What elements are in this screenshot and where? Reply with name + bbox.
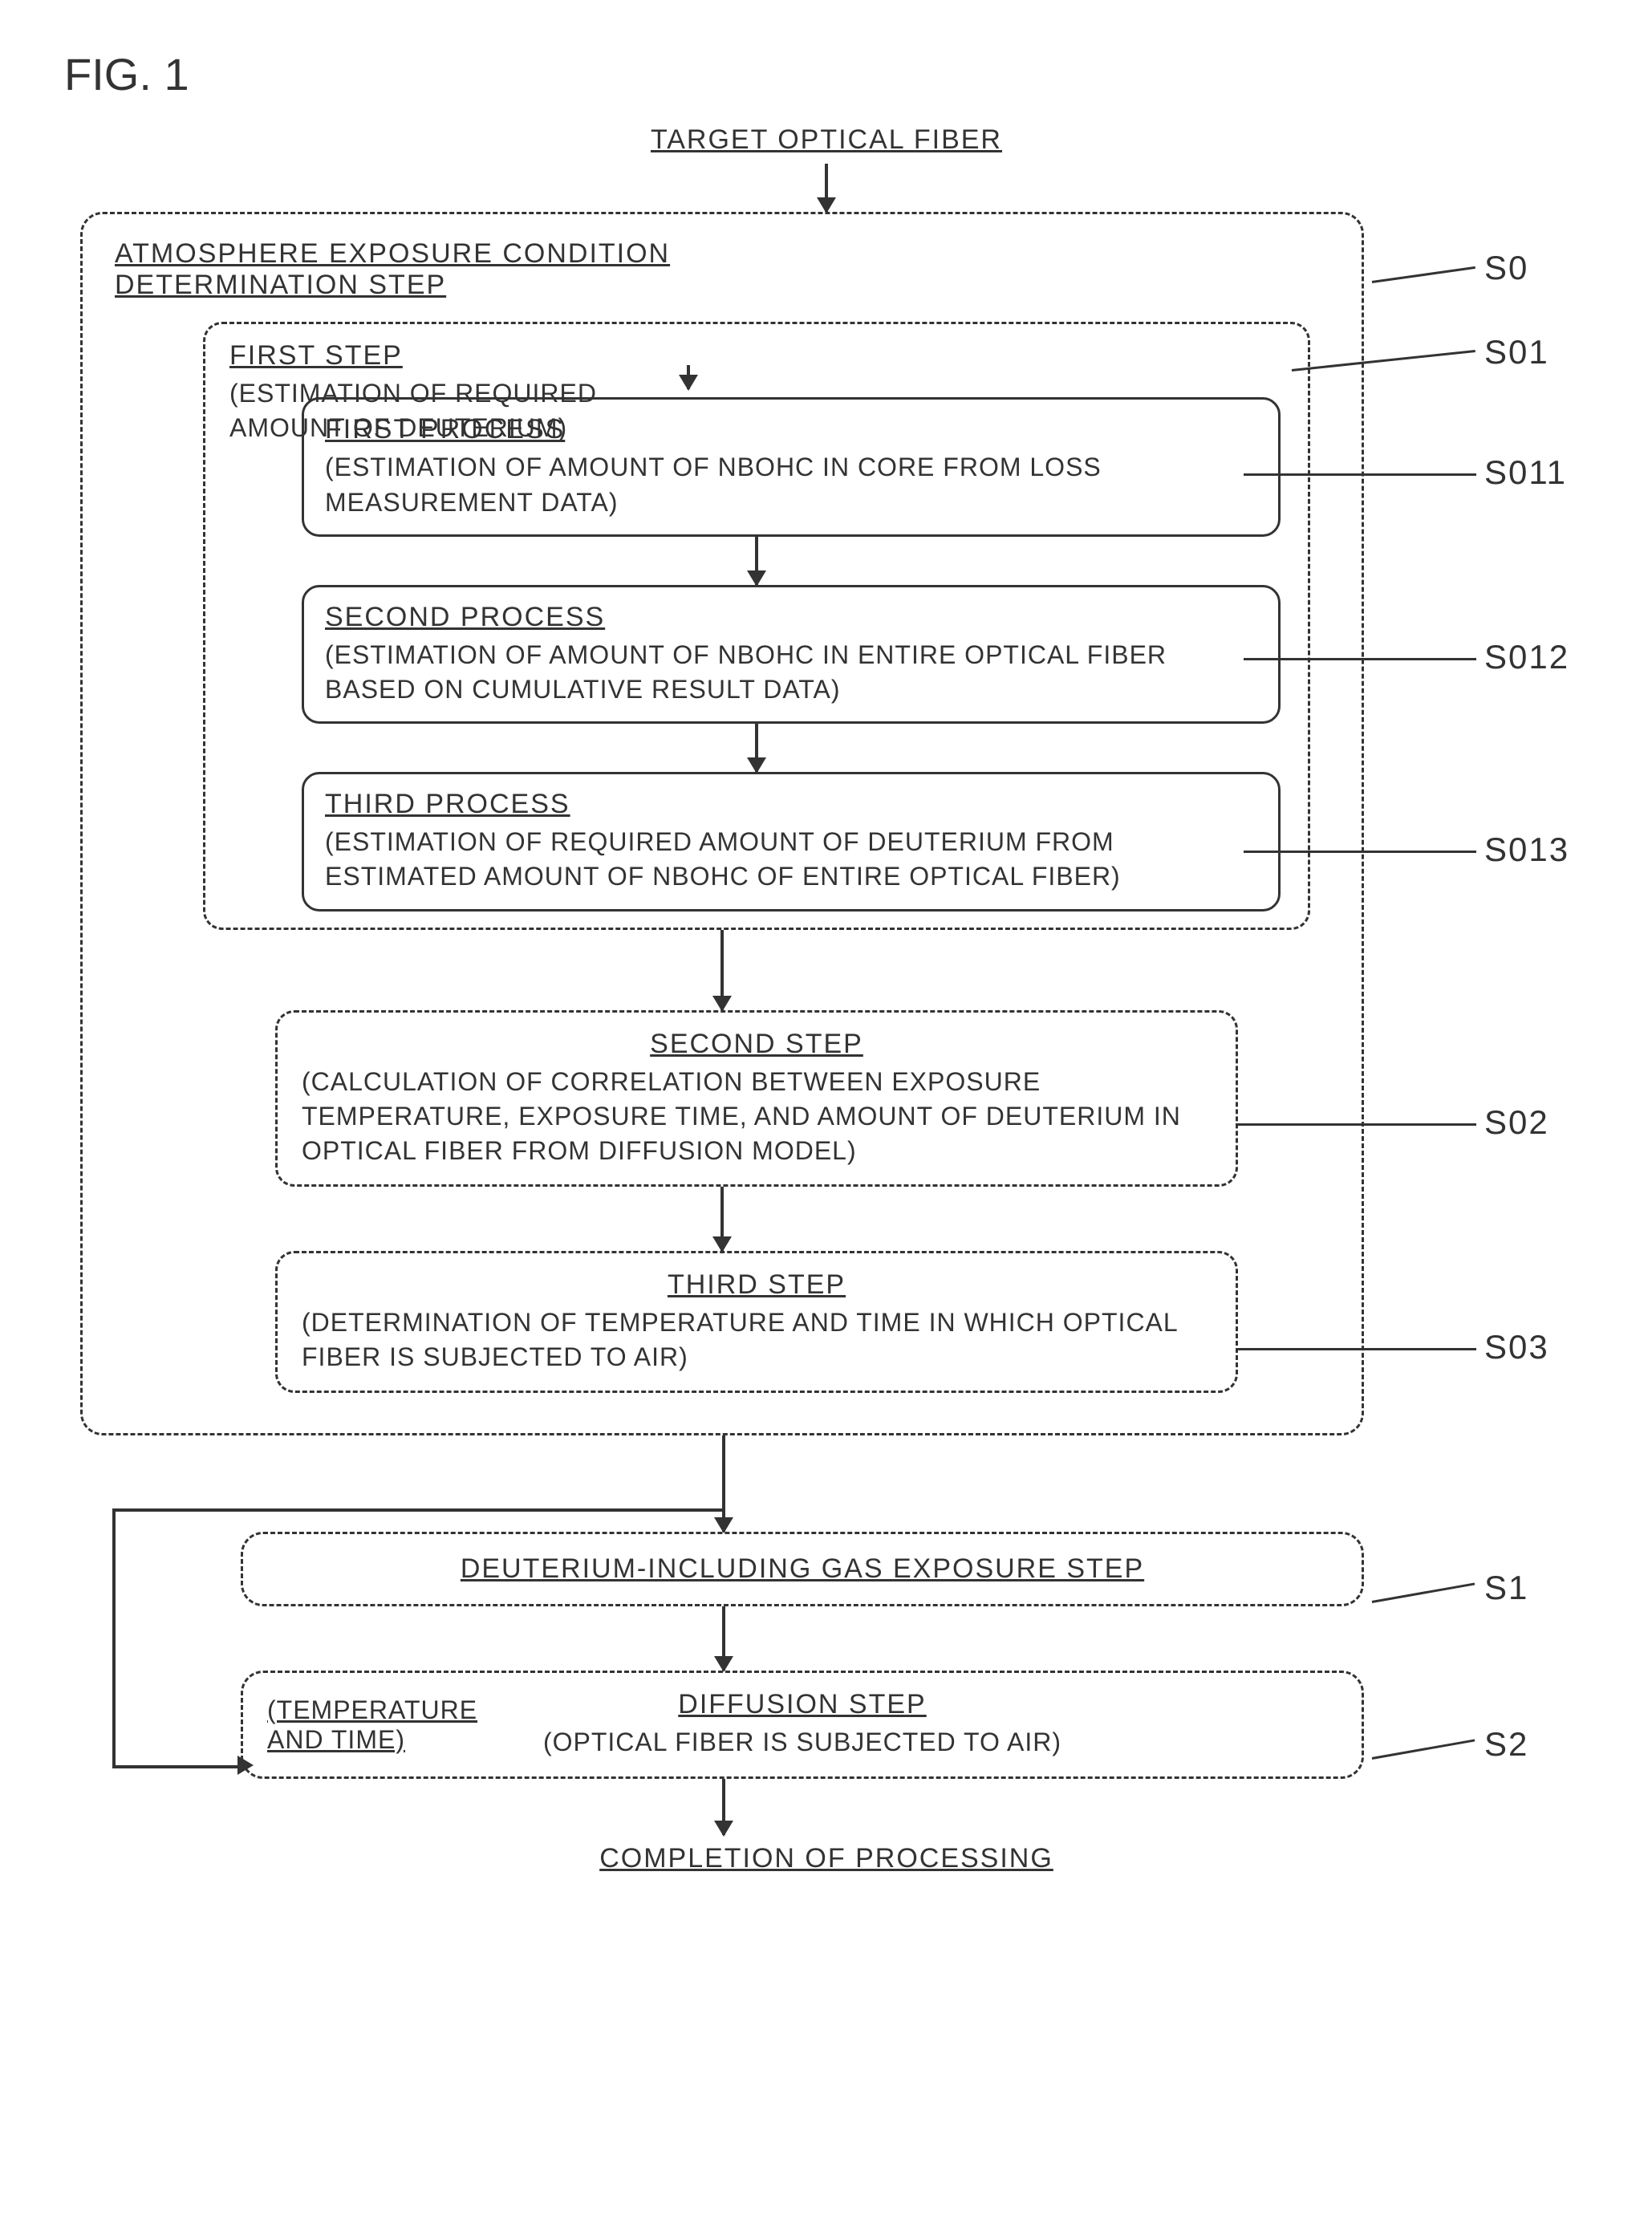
arrow-s0-to-s1	[722, 1435, 725, 1532]
ref-s01: S01	[1484, 333, 1549, 372]
arrow-s1-to-s2	[722, 1606, 725, 1671]
arrow-s012-to-s013	[755, 724, 758, 772]
top-label: TARGET OPTICAL FIBER	[505, 124, 1147, 156]
s03-title: THIRD STEP	[302, 1269, 1212, 1301]
process-s011: FIRST PROCESS (ESTIMATION OF AMOUNT OF N…	[302, 397, 1281, 536]
arrow-top-to-s0	[825, 164, 828, 212]
arrow-s2-to-end	[722, 1779, 725, 1835]
s02-body: (CALCULATION OF CORRELATION BETWEEN EXPO…	[302, 1065, 1212, 1169]
bottom-label: COMPLETION OF PROCESSING	[505, 1843, 1147, 1874]
step-s03-container: THIRD STEP (DETERMINATION OF TEMPERATURE…	[275, 1251, 1238, 1393]
s03-body: (DETERMINATION OF TEMPERATURE AND TIME I…	[302, 1305, 1212, 1374]
ref-s012: S012	[1484, 638, 1569, 676]
s2-title: DIFFUSION STEP	[508, 1689, 1097, 1720]
feedback-bottom-horizontal	[112, 1765, 241, 1768]
arrow-s02-to-s03	[720, 1187, 724, 1251]
arrow-into-s011	[687, 365, 690, 389]
s013-body: (ESTIMATION OF REQUIRED AMOUNT OF DEUTER…	[325, 825, 1257, 894]
step-s01-container: FIRST STEP (ESTIMATION OF REQUIRED AMOUN…	[203, 322, 1310, 930]
s01-title: FIRST STEP	[229, 340, 1284, 372]
process-s012: SECOND PROCESS (ESTIMATION OF AMOUNT OF …	[302, 585, 1281, 724]
ref-s013: S013	[1484, 830, 1569, 869]
s011-title: FIRST PROCESS	[325, 414, 1257, 445]
s02-title: SECOND STEP	[302, 1029, 1212, 1060]
arrow-s011-to-s012	[755, 537, 758, 585]
leader-s03	[1236, 1348, 1476, 1350]
leader-s02	[1236, 1123, 1476, 1126]
feedback-vertical	[112, 1508, 116, 1765]
figure-1: FIG. 1 TARGET OPTICAL FIBER ATMOSPHERE E…	[64, 48, 1589, 1874]
ref-s02: S02	[1484, 1103, 1549, 1142]
arrow-s01-to-s02	[720, 930, 724, 1010]
s2-body: (OPTICAL FIBER IS SUBJECTED TO AIR)	[508, 1725, 1097, 1760]
leader-s0	[1372, 266, 1475, 283]
s0-title: ATMOSPHERE EXPOSURE CONDITION DETERMINAT…	[115, 238, 692, 301]
s1-title: DEUTERIUM-INCLUDING GAS EXPOSURE STEP	[275, 1553, 1329, 1585]
leader-s1	[1372, 1582, 1475, 1603]
figure-label: FIG. 1	[64, 48, 1589, 100]
ref-s1: S1	[1484, 1569, 1528, 1607]
s012-title: SECOND PROCESS	[325, 602, 1257, 633]
s2-note: (TEMPERATURE AND TIME)	[267, 1695, 508, 1755]
s012-body: (ESTIMATION OF AMOUNT OF NBOHC IN ENTIRE…	[325, 638, 1257, 707]
leader-s2	[1372, 1739, 1475, 1760]
s013-title: THIRD PROCESS	[325, 789, 1257, 820]
s011-body: (ESTIMATION OF AMOUNT OF NBOHC IN CORE F…	[325, 450, 1257, 519]
ref-s0: S0	[1484, 249, 1528, 287]
ref-s011: S011	[1484, 453, 1567, 492]
feedback-top-horizontal	[112, 1508, 722, 1512]
process-s013: THIRD PROCESS (ESTIMATION OF REQUIRED AM…	[302, 772, 1281, 911]
leader-s013	[1244, 851, 1476, 853]
ref-s2: S2	[1484, 1725, 1528, 1764]
step-s0-container: ATMOSPHERE EXPOSURE CONDITION DETERMINAT…	[80, 212, 1364, 1435]
step-s02-container: SECOND STEP (CALCULATION OF CORRELATION …	[275, 1010, 1238, 1188]
feedback-arrowhead	[237, 1756, 254, 1775]
leader-s012	[1244, 658, 1476, 660]
step-s2-container: (TEMPERATURE AND TIME) DIFFUSION STEP (O…	[241, 1671, 1364, 1778]
ref-s03: S03	[1484, 1328, 1549, 1366]
step-s1-container: DEUTERIUM-INCLUDING GAS EXPOSURE STEP	[241, 1532, 1364, 1606]
leader-s011	[1244, 473, 1476, 476]
